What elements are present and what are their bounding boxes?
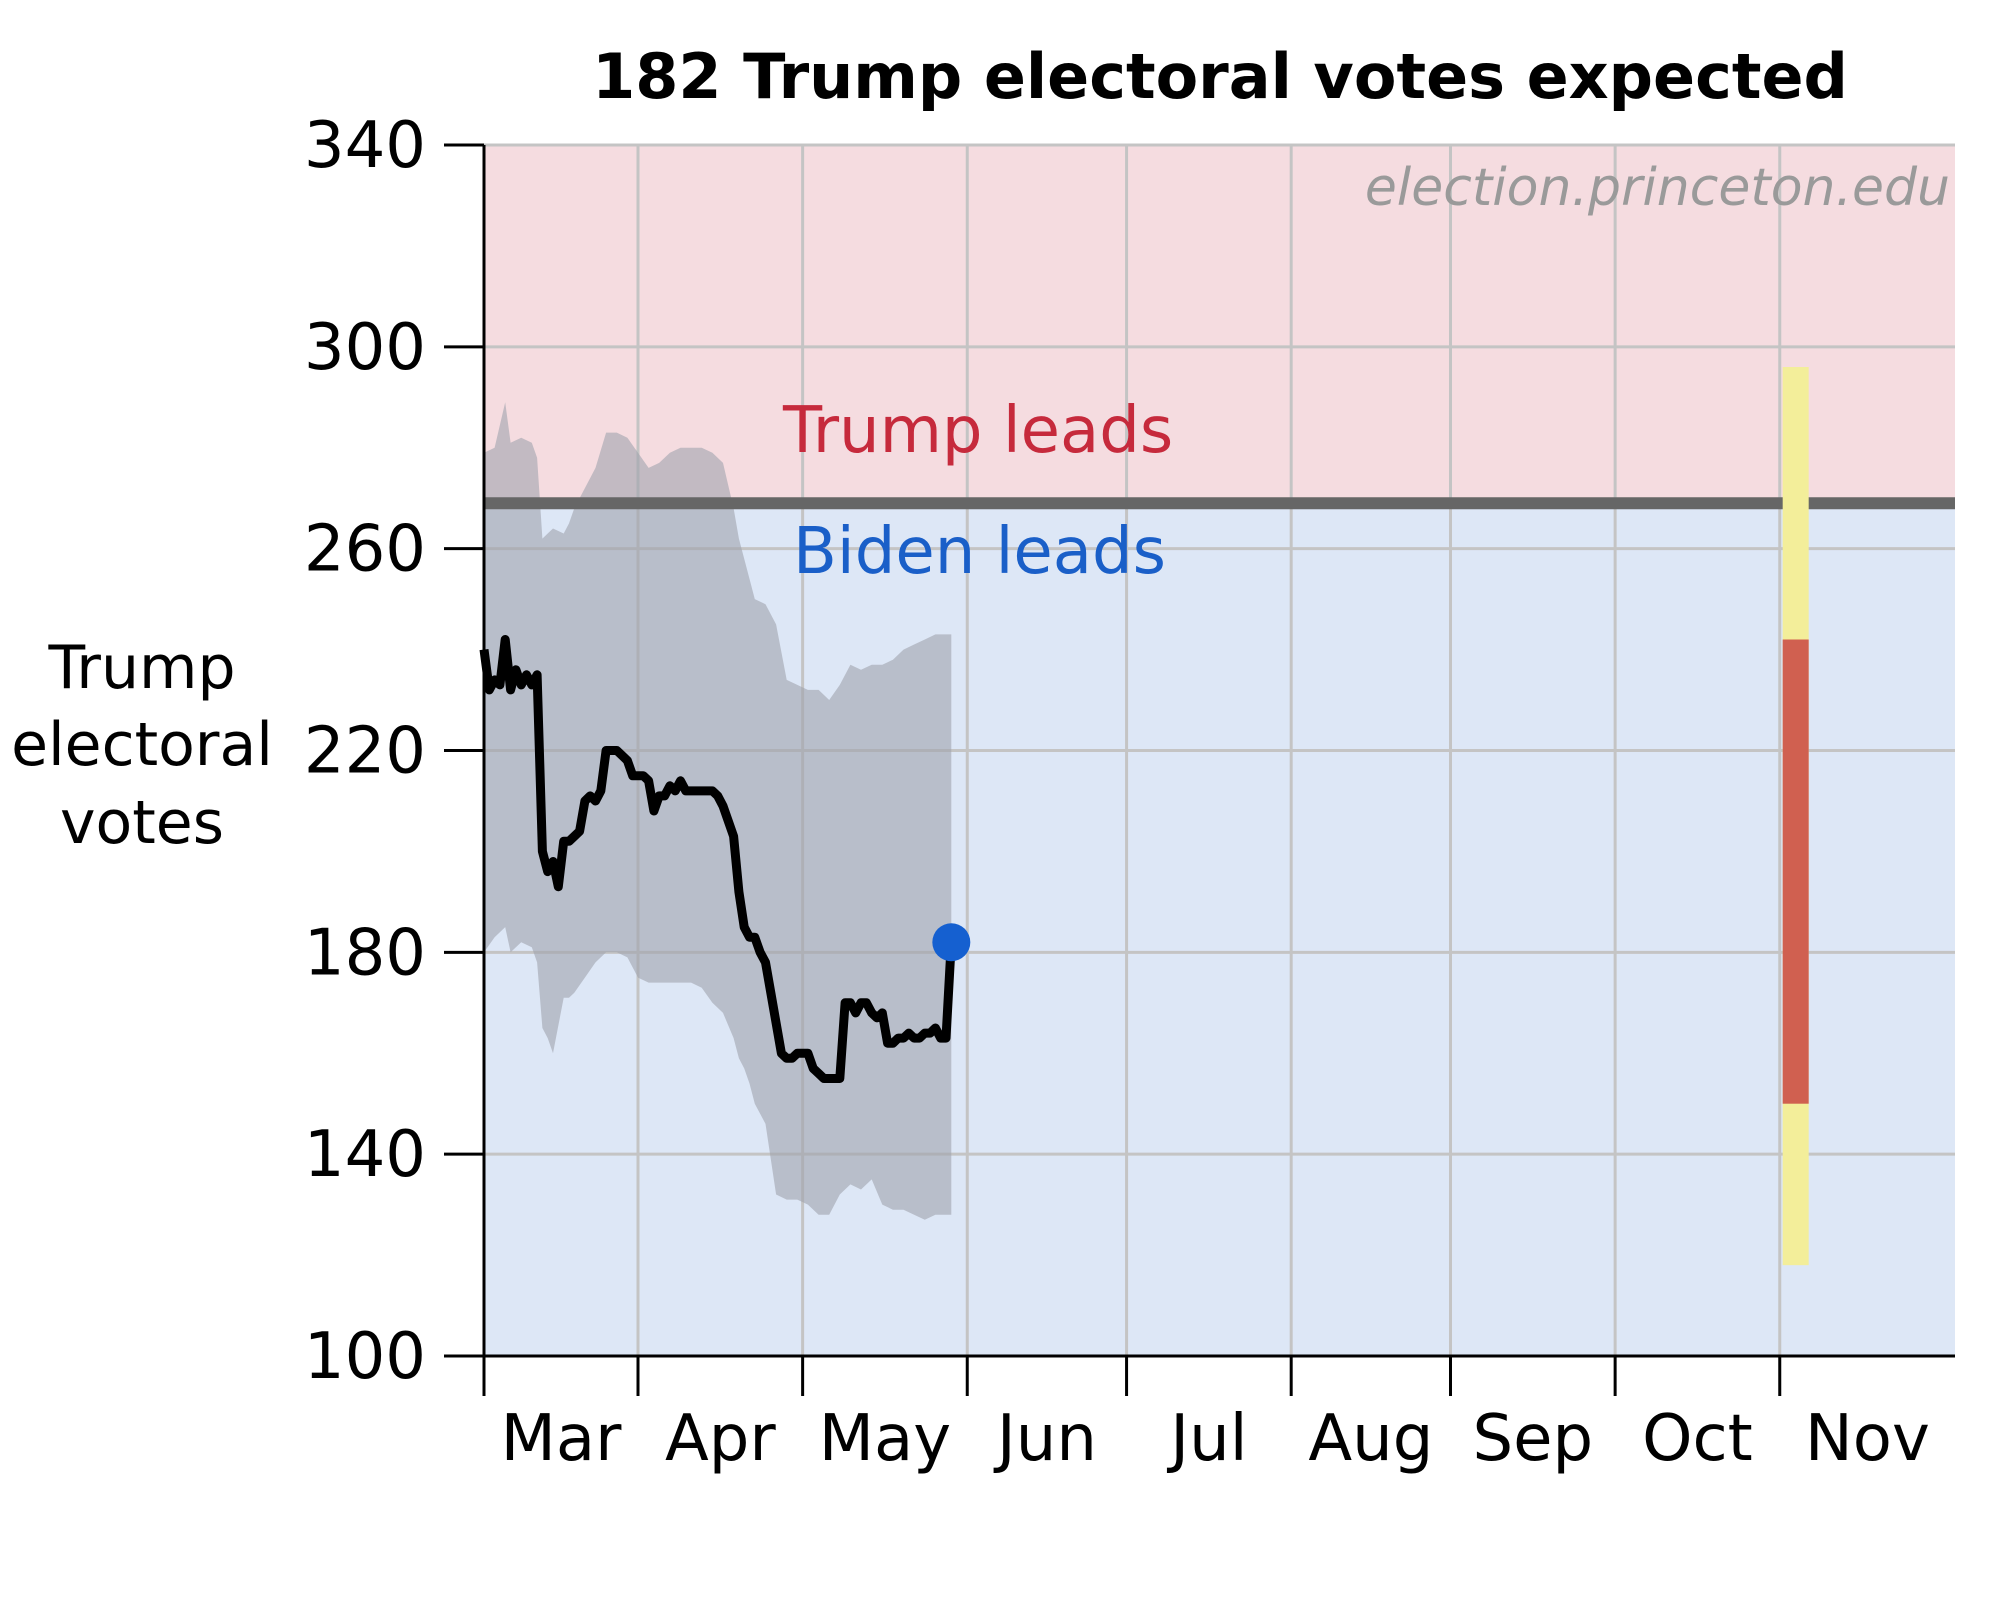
month-label-may: May <box>819 1402 951 1476</box>
axes: 100 140 180 220 260 300 340 Mar Apr May Jun Jul Aug S… <box>304 109 1955 1476</box>
uncertainty-band-area <box>484 402 952 1220</box>
y-tick-label-140: 140 <box>304 1118 426 1192</box>
uncertainty-band <box>484 402 952 1220</box>
biden-leads-label: Biden leads <box>793 515 1166 589</box>
month-label-apr: Apr <box>665 1402 776 1476</box>
y-tick-label-180: 180 <box>304 916 426 990</box>
month-label-aug: Aug <box>1308 1402 1433 1476</box>
trump-leads-label: Trump leads <box>782 394 1173 468</box>
month-label-mar: Mar <box>501 1402 622 1476</box>
series-layer <box>479 635 971 1083</box>
month-label-jul: Jul <box>1166 1402 1247 1476</box>
month-label-nov: Nov <box>1805 1402 1930 1476</box>
chart-title: 182 Trump electoral votes expected <box>592 40 1848 113</box>
current-point <box>932 923 971 962</box>
y-axis-title-line-1: Trump <box>47 633 235 703</box>
month-label-sep: Sep <box>1473 1402 1594 1476</box>
forecast-layer <box>1782 367 1809 1266</box>
month-label-jun: Jun <box>993 1402 1097 1476</box>
month-label-oct: Oct <box>1642 1402 1753 1476</box>
y-tick-label-300: 300 <box>304 311 426 385</box>
y-tick-label-220: 220 <box>304 715 426 789</box>
y-tick-label-340: 340 <box>304 109 426 183</box>
y-axis-title-line-2: electoral <box>11 710 273 780</box>
y-axis-title: Trump electoral votes <box>11 633 273 858</box>
forecast-inner-range <box>1782 639 1809 1104</box>
y-axis-title-line-3: votes <box>60 788 224 858</box>
median-line <box>479 635 956 1083</box>
watermark: election.princeton.edu <box>1365 158 1950 218</box>
trump-region <box>484 145 1955 504</box>
y-tick-label-100: 100 <box>304 1320 426 1394</box>
y-tick-label-260: 260 <box>304 513 426 587</box>
